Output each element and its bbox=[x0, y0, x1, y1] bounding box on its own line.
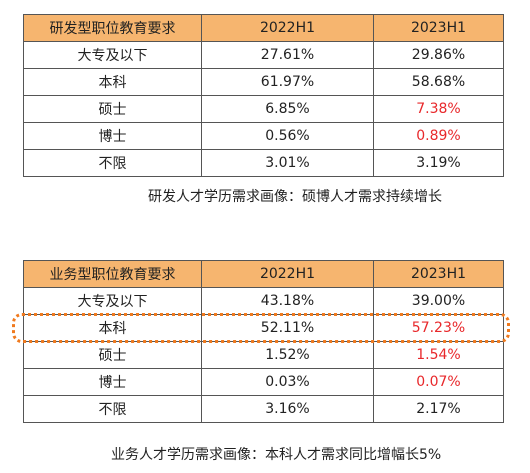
value-2022h1: 3.16% bbox=[201, 395, 374, 423]
business-education-table: 业务型职位教育要求 2022H1 2023H1 大专及以下 43.18% 39.… bbox=[23, 260, 504, 423]
value-2022h1: 0.03% bbox=[201, 368, 374, 396]
column-header: 业务型职位教育要求 bbox=[23, 260, 202, 288]
value-2023h1: 58.68% bbox=[373, 68, 504, 96]
table-header-row: 业务型职位教育要求 2022H1 2023H1 bbox=[23, 260, 504, 288]
value-2023h1-highlighted: 57.23% bbox=[373, 314, 504, 342]
table-row: 硕士 1.52% 1.54% bbox=[23, 341, 504, 369]
column-header: 研发型职位教育要求 bbox=[23, 14, 202, 42]
table-row: 博士 0.56% 0.89% bbox=[23, 122, 504, 150]
table-header-row: 研发型职位教育要求 2022H1 2023H1 bbox=[23, 14, 504, 42]
value-2022h1: 6.85% bbox=[201, 95, 374, 123]
column-header: 2023H1 bbox=[373, 14, 504, 42]
rd-table-caption: 研发人才学历需求画像：硕博人才需求持续增长 bbox=[148, 189, 442, 205]
value-2022h1: 0.56% bbox=[201, 122, 374, 150]
column-header: 2023H1 bbox=[373, 260, 504, 288]
business-table-caption: 业务人才学历需求画像：本科人才需求同比增幅长5% bbox=[111, 447, 442, 463]
table-row: 本科 52.11% 57.23% bbox=[23, 314, 504, 342]
value-2023h1: 39.00% bbox=[373, 287, 504, 315]
column-header: 2022H1 bbox=[201, 260, 374, 288]
table-row: 硕士 6.85% 7.38% bbox=[23, 95, 504, 123]
row-label: 硕士 bbox=[23, 341, 202, 369]
value-2023h1-highlighted: 1.54% bbox=[373, 341, 504, 369]
value-2022h1: 61.97% bbox=[201, 68, 374, 96]
table-row: 不限 3.16% 2.17% bbox=[23, 395, 504, 423]
row-label: 硕士 bbox=[23, 95, 202, 123]
value-2022h1: 1.52% bbox=[201, 341, 374, 369]
row-label: 博士 bbox=[23, 122, 202, 150]
column-header: 2022H1 bbox=[201, 14, 374, 42]
value-2023h1-highlighted: 0.89% bbox=[373, 122, 504, 150]
row-label: 不限 bbox=[23, 149, 202, 177]
row-label: 不限 bbox=[23, 395, 202, 423]
value-2022h1: 43.18% bbox=[201, 287, 374, 315]
table-row: 不限 3.01% 3.19% bbox=[23, 149, 504, 177]
table-row: 大专及以下 27.61% 29.86% bbox=[23, 41, 504, 69]
value-2022h1: 27.61% bbox=[201, 41, 374, 69]
row-label: 大专及以下 bbox=[23, 41, 202, 69]
row-label: 博士 bbox=[23, 368, 202, 396]
value-2023h1: 2.17% bbox=[373, 395, 504, 423]
value-2022h1: 52.11% bbox=[201, 314, 374, 342]
value-2022h1: 3.01% bbox=[201, 149, 374, 177]
value-2023h1-highlighted: 0.07% bbox=[373, 368, 504, 396]
value-2023h1: 3.19% bbox=[373, 149, 504, 177]
row-label: 大专及以下 bbox=[23, 287, 202, 315]
rd-education-table: 研发型职位教育要求 2022H1 2023H1 大专及以下 27.61% 29.… bbox=[23, 14, 504, 177]
value-2023h1: 29.86% bbox=[373, 41, 504, 69]
table-row: 本科 61.97% 58.68% bbox=[23, 68, 504, 96]
row-label: 本科 bbox=[23, 68, 202, 96]
table-row: 博士 0.03% 0.07% bbox=[23, 368, 504, 396]
value-2023h1-highlighted: 7.38% bbox=[373, 95, 504, 123]
bachelor-row-emphasis-outline bbox=[12, 313, 510, 343]
table-row: 大专及以下 43.18% 39.00% bbox=[23, 287, 504, 315]
